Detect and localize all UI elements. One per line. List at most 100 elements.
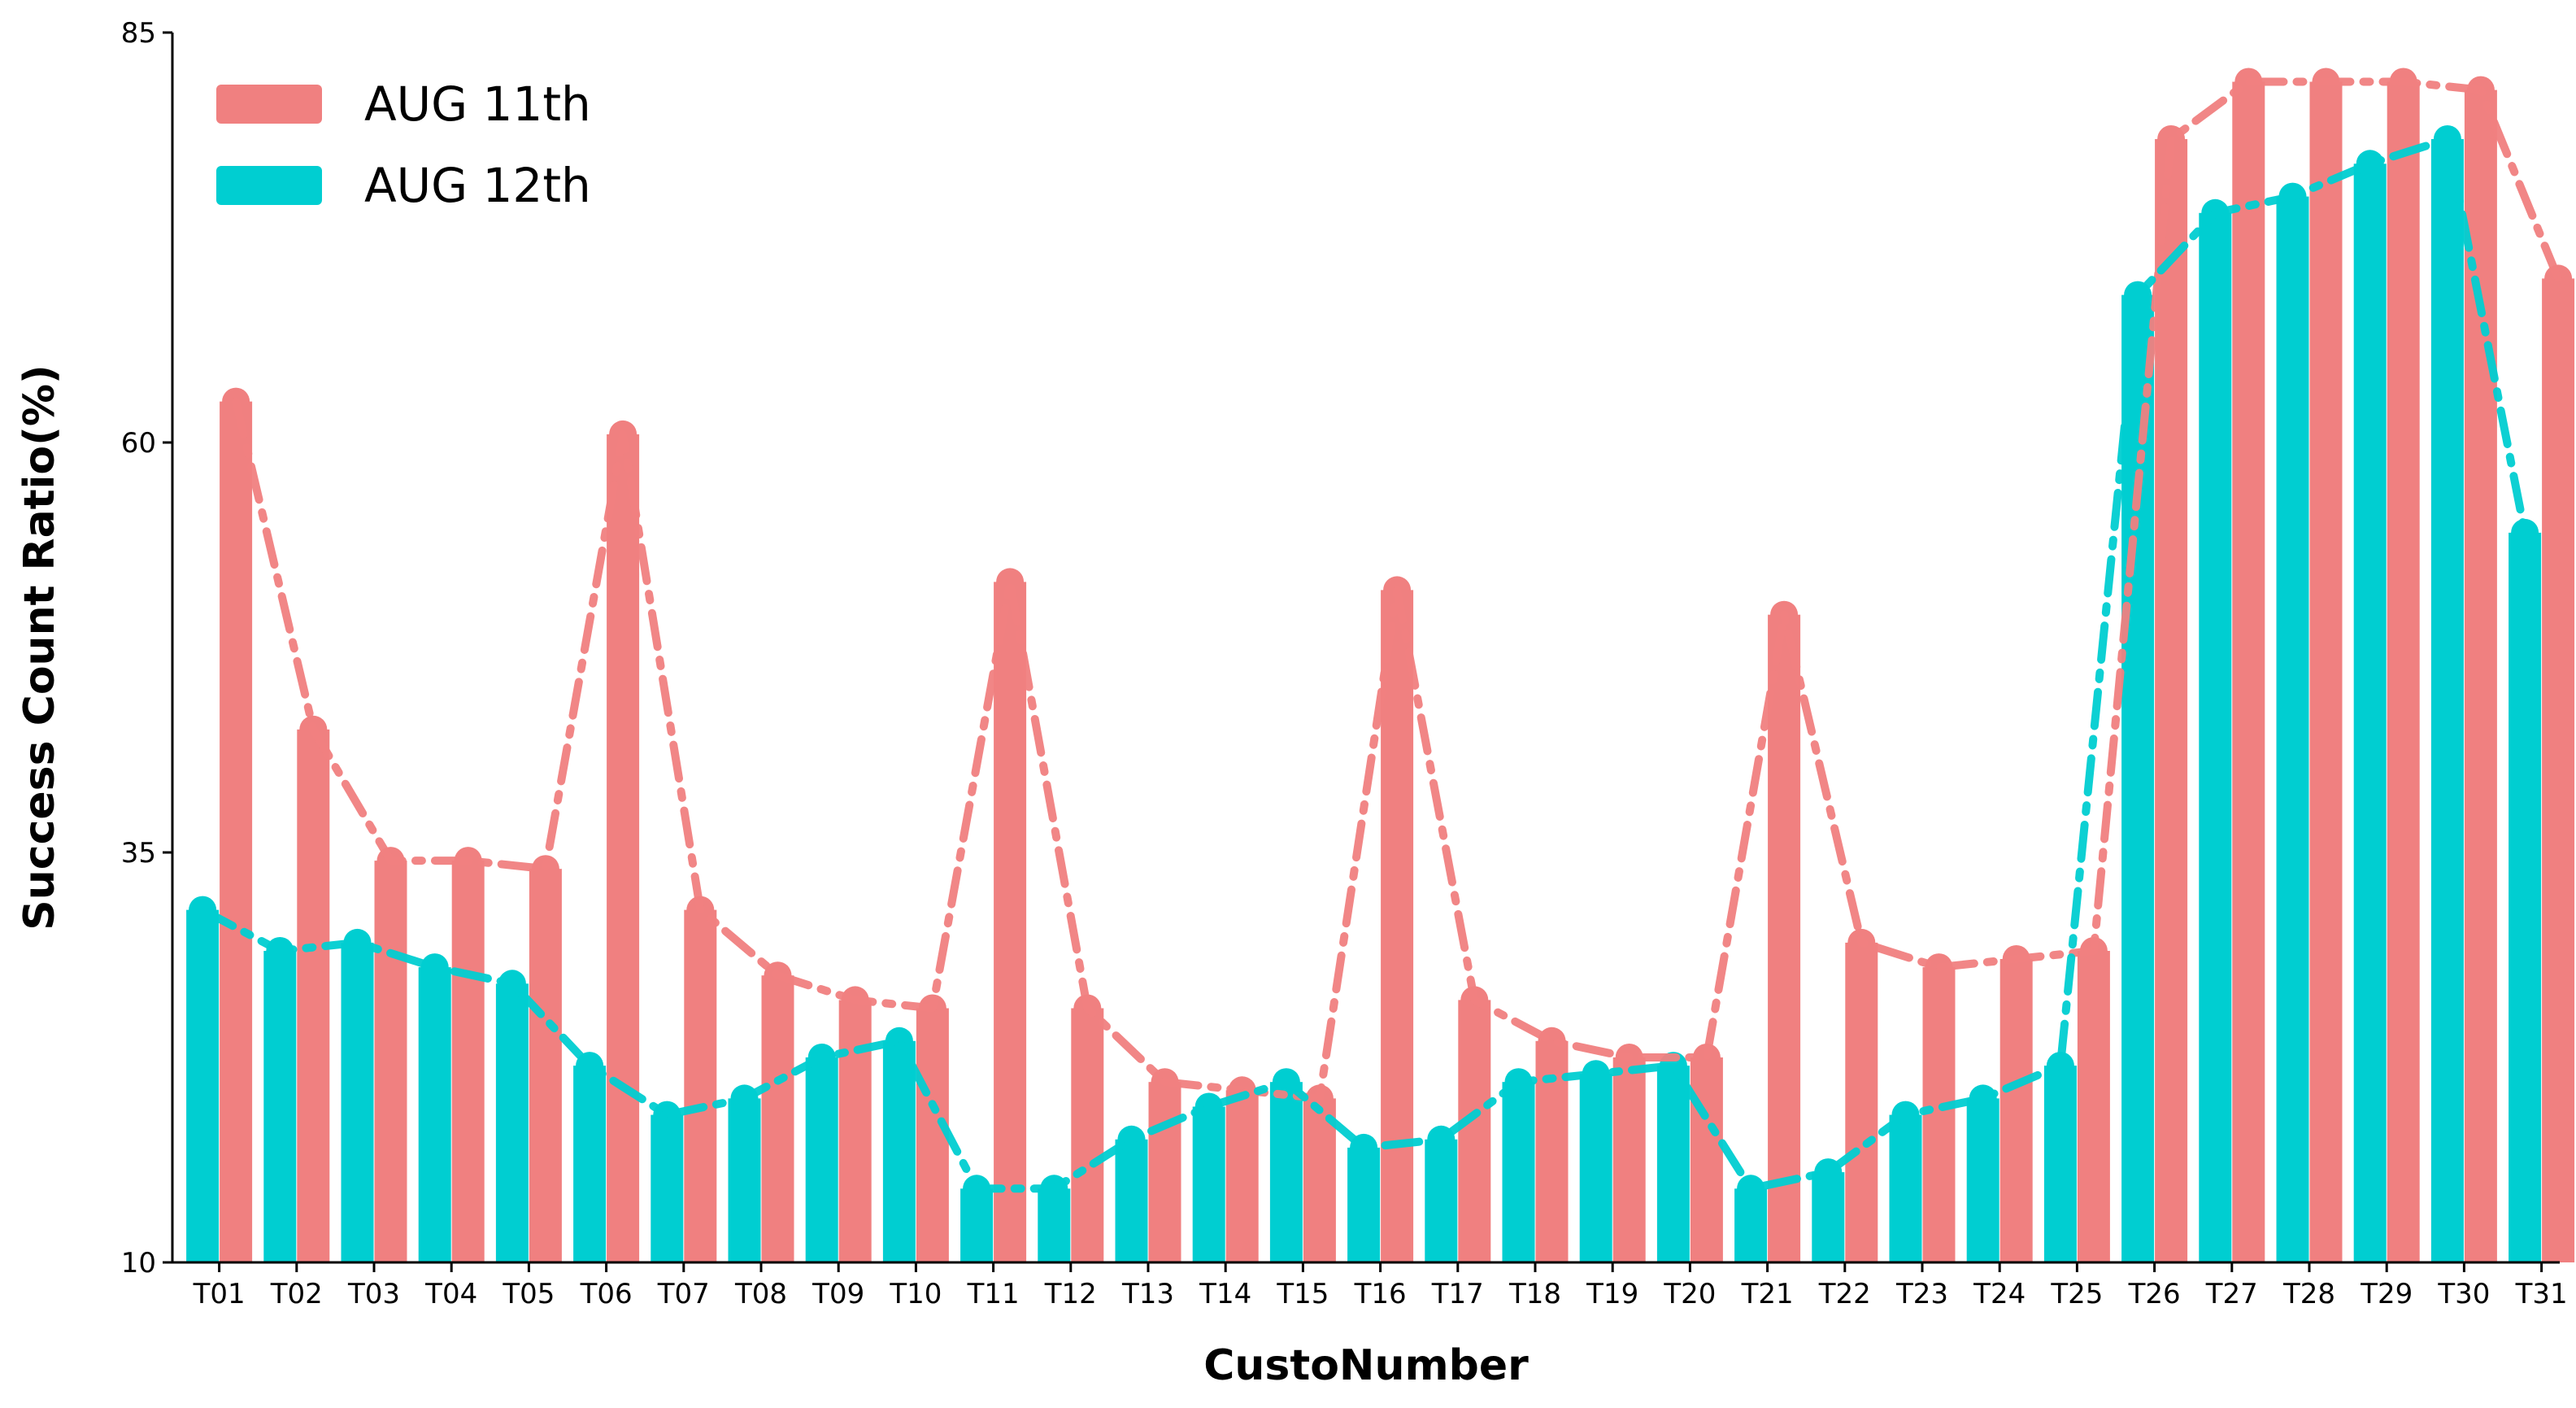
bar-cap-aug11-t11 bbox=[996, 568, 1025, 596]
x-tick-label: T21 bbox=[1741, 1278, 1794, 1310]
legend: AUG 11th AUG 12th bbox=[216, 76, 591, 213]
bar-aug11-t15 bbox=[1303, 1098, 1336, 1262]
bar-aug12-t27 bbox=[2199, 212, 2232, 1262]
bar-aug12-t16 bbox=[1347, 1147, 1381, 1262]
bar-aug12-t08 bbox=[728, 1098, 761, 1262]
bar-aug12-t09 bbox=[805, 1057, 838, 1262]
bar-aug11-t01 bbox=[220, 401, 253, 1263]
x-tick-label: T13 bbox=[1121, 1278, 1174, 1310]
x-tick-label: T19 bbox=[1586, 1278, 1638, 1310]
bar-aug12-t18 bbox=[1502, 1082, 1535, 1262]
bar-layer bbox=[186, 68, 2575, 1263]
series-line-aug11 bbox=[232, 77, 2563, 1103]
bar-aug12-t31 bbox=[2509, 532, 2542, 1262]
bar-aug12-t25 bbox=[2043, 1066, 2077, 1262]
x-tick-label: T09 bbox=[812, 1278, 864, 1310]
bar-aug12-t22 bbox=[1812, 1172, 1845, 1262]
y-axis-title: Success Count Ratio(%) bbox=[15, 364, 64, 930]
x-tick-label: T25 bbox=[2050, 1278, 2103, 1310]
bar-aug12-t06 bbox=[573, 1066, 607, 1262]
x-tick-label: T02 bbox=[270, 1278, 323, 1310]
bar-aug12-t02 bbox=[263, 951, 297, 1262]
x-tick-label: T07 bbox=[657, 1278, 710, 1310]
bar-aug11-t17 bbox=[1458, 1000, 1491, 1262]
y-tick-label: 10 bbox=[121, 1247, 156, 1279]
bar-aug11-t08 bbox=[761, 975, 794, 1262]
bar-aug12-t30 bbox=[2430, 139, 2464, 1262]
x-tick-label: T31 bbox=[2515, 1278, 2568, 1310]
bar-aug11-t22 bbox=[1845, 942, 1878, 1262]
x-tick-label: T10 bbox=[889, 1278, 942, 1310]
x-tick-label: T06 bbox=[580, 1278, 633, 1310]
x-tick-label: T23 bbox=[1895, 1278, 1948, 1310]
bar-aug12-t03 bbox=[341, 942, 374, 1262]
x-tick-label: T03 bbox=[347, 1278, 400, 1310]
bar-aug12-t04 bbox=[418, 967, 451, 1262]
x-tick-label: T29 bbox=[2360, 1278, 2413, 1310]
x-tick-label: T17 bbox=[1431, 1278, 1484, 1310]
bar-aug12-t05 bbox=[495, 983, 529, 1262]
x-tick-label: T08 bbox=[734, 1278, 787, 1310]
bar-aug11-t29 bbox=[2387, 81, 2420, 1262]
x-tick-label: T28 bbox=[2282, 1278, 2335, 1310]
x-tick-label: T12 bbox=[1044, 1278, 1097, 1310]
bar-aug11-t28 bbox=[2309, 81, 2343, 1262]
bar-aug12-t07 bbox=[651, 1114, 684, 1262]
bar-aug12-t20 bbox=[1656, 1066, 1690, 1262]
x-tick-label: T01 bbox=[193, 1278, 246, 1310]
bar-aug12-t28 bbox=[2276, 196, 2309, 1263]
bar-cap-aug12-t31 bbox=[2511, 518, 2539, 547]
bar-aug12-t29 bbox=[2353, 163, 2387, 1262]
y-tick-label: 85 bbox=[121, 17, 156, 50]
x-tick-label: T24 bbox=[1973, 1278, 2026, 1310]
bar-aug11-t03 bbox=[374, 861, 407, 1262]
bar-aug12-t15 bbox=[1269, 1082, 1303, 1262]
bar-aug11-t09 bbox=[838, 1000, 872, 1262]
bar-aug12-t17 bbox=[1425, 1139, 1458, 1262]
bar-aug11-t31 bbox=[2542, 278, 2575, 1262]
x-tick-label: T05 bbox=[502, 1278, 555, 1310]
x-tick-label: T14 bbox=[1199, 1278, 1251, 1310]
bar-aug11-t05 bbox=[529, 869, 562, 1262]
legend-swatch-aug12 bbox=[216, 166, 322, 205]
legend-label-aug11: AUG 11th bbox=[364, 76, 591, 132]
x-tick-label: T04 bbox=[424, 1278, 477, 1310]
bar-aug11-t26 bbox=[2155, 139, 2188, 1262]
bar-aug12-t24 bbox=[1966, 1098, 1999, 1262]
x-axis-title: CustoNumber bbox=[1203, 1341, 1529, 1390]
bar-aug11-t11 bbox=[994, 582, 1027, 1262]
bar-aug11-t06 bbox=[607, 434, 640, 1262]
bar-aug12-t13 bbox=[1115, 1139, 1148, 1262]
bar-aug11-t02 bbox=[297, 729, 330, 1262]
bar-aug12-t14 bbox=[1192, 1106, 1225, 1262]
bar-aug12-t01 bbox=[186, 909, 220, 1262]
bar-aug11-t04 bbox=[451, 861, 485, 1262]
bar-aug12-t10 bbox=[882, 1040, 916, 1262]
x-tick-label: T16 bbox=[1354, 1278, 1407, 1310]
bar-aug11-t30 bbox=[2464, 89, 2497, 1263]
legend-swatch-aug11 bbox=[216, 85, 322, 124]
bar-aug11-t19 bbox=[1612, 1057, 1646, 1262]
x-tick-label: T15 bbox=[1276, 1278, 1329, 1310]
axes bbox=[171, 33, 2560, 1264]
x-tick-label: T30 bbox=[2437, 1278, 2490, 1310]
bar-aug11-t21 bbox=[1768, 614, 1801, 1262]
y-tick-label: 60 bbox=[121, 427, 156, 460]
bar-aug11-t27 bbox=[2232, 81, 2265, 1262]
x-tick-label: T11 bbox=[967, 1278, 1020, 1310]
bar-aug11-t20 bbox=[1690, 1057, 1723, 1262]
bar-aug11-t07 bbox=[684, 909, 717, 1262]
y-ticks: 10 35 60 85 bbox=[121, 17, 172, 1279]
bar-aug11-t16 bbox=[1381, 590, 1414, 1262]
legend-label-aug12: AUG 12th bbox=[364, 158, 591, 213]
bar-aug11-t25 bbox=[2077, 951, 2110, 1262]
bar-aug11-t12 bbox=[1071, 1008, 1104, 1262]
bar-aug11-t24 bbox=[1999, 959, 2033, 1262]
bar-aug12-t19 bbox=[1579, 1074, 1612, 1262]
bar-aug11-t13 bbox=[1148, 1082, 1181, 1262]
x-tick-label: T26 bbox=[2128, 1278, 2181, 1310]
x-ticks: T01 T02 T03 T04 T05 T06 T07 T08 T09 T10 T11 T12 T13 T… bbox=[193, 1262, 2568, 1310]
x-tick-label: T22 bbox=[1818, 1278, 1871, 1310]
bar-aug11-t14 bbox=[1225, 1090, 1259, 1262]
